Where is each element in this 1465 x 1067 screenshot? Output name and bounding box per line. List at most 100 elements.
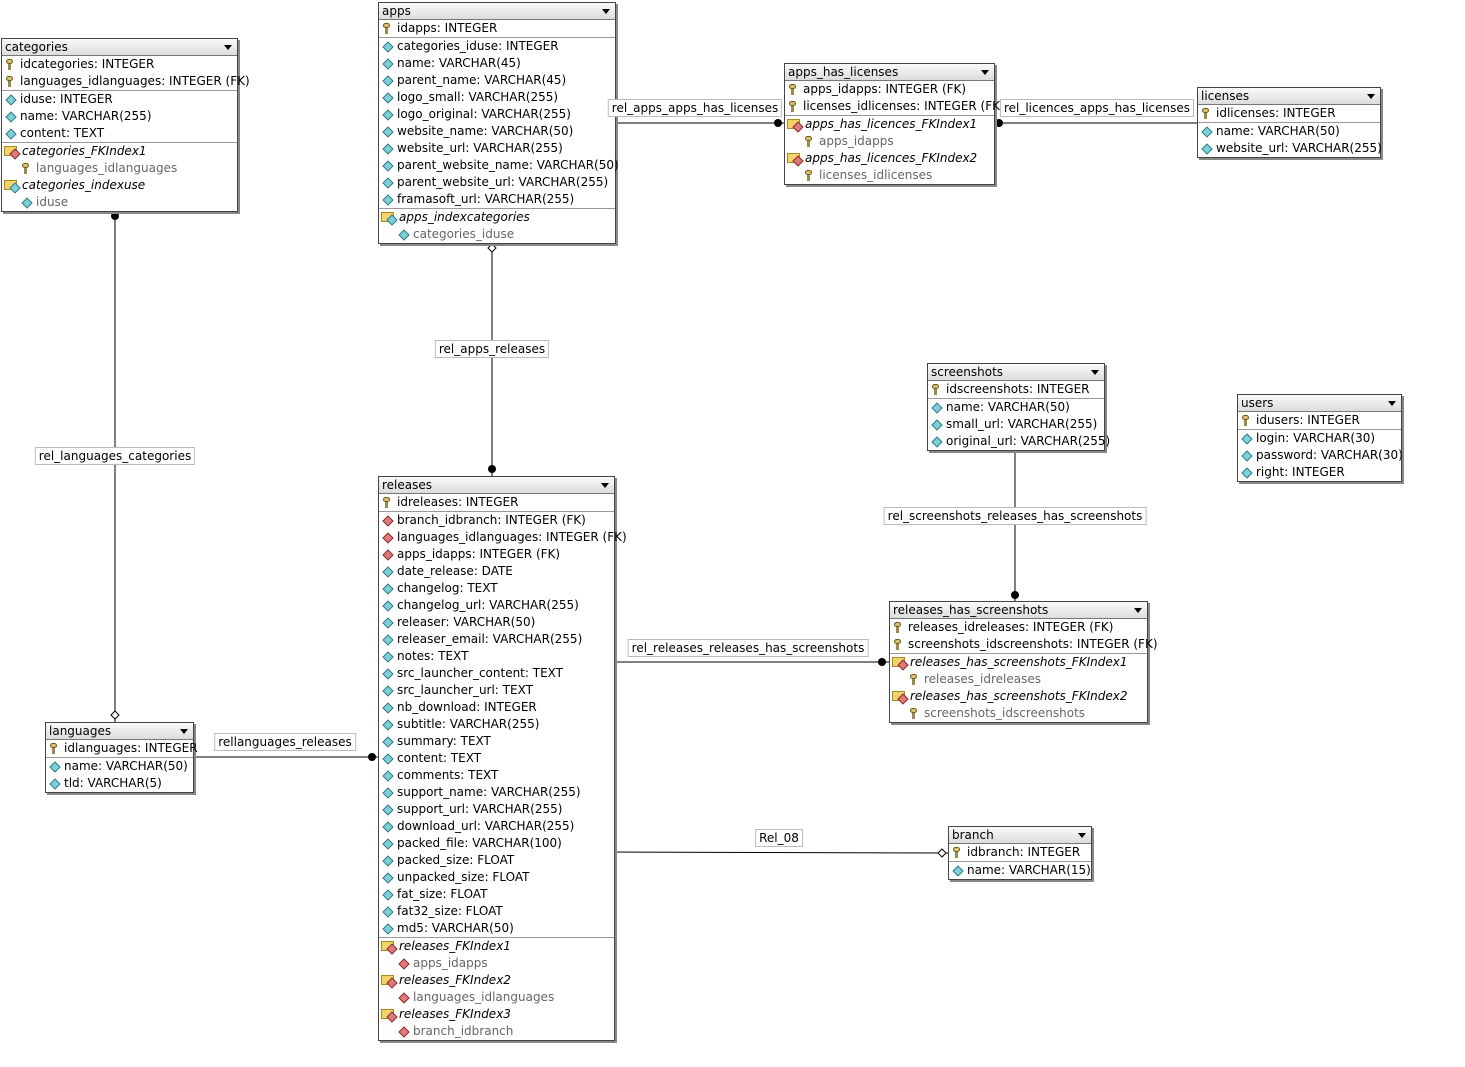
column-row[interactable]: idbranch: INTEGER <box>949 844 1091 861</box>
relation-label[interactable]: rellanguages_releases <box>214 733 356 751</box>
column-row[interactable]: apps_idapps: INTEGER (FK) <box>785 81 994 98</box>
column-row[interactable]: fat_size: FLOAT <box>379 886 614 903</box>
index-row[interactable]: apps_has_licences_FKIndex1 <box>785 116 994 133</box>
column-row[interactable]: languages_idlanguages <box>2 160 237 177</box>
column-row[interactable]: idscreenshots: INTEGER <box>928 381 1104 398</box>
dropdown-arrow-icon[interactable] <box>1388 401 1396 406</box>
index-row[interactable]: releases_FKIndex2 <box>379 972 614 989</box>
column-row[interactable]: categories_iduse: INTEGER <box>379 38 615 55</box>
relation-label[interactable]: rel_apps_apps_has_licenses <box>607 99 783 117</box>
column-row[interactable]: changelog: TEXT <box>379 580 614 597</box>
column-row[interactable]: idcategories: INTEGER <box>2 56 237 73</box>
column-row[interactable]: comments: TEXT <box>379 767 614 784</box>
dropdown-arrow-icon[interactable] <box>601 483 609 488</box>
column-row[interactable]: apps_idapps <box>785 133 994 150</box>
column-row[interactable]: password: VARCHAR(30) <box>1238 447 1403 464</box>
table-header[interactable]: categories <box>2 39 237 56</box>
index-row[interactable]: releases_FKIndex1 <box>379 938 614 955</box>
column-row[interactable]: summary: TEXT <box>379 733 614 750</box>
table-header[interactable]: branch <box>949 827 1091 844</box>
relation-label[interactable]: Rel_08 <box>755 829 803 847</box>
column-row[interactable]: name: VARCHAR(50) <box>1198 123 1380 140</box>
column-row[interactable]: idlicenses: INTEGER <box>1198 105 1380 122</box>
table-header[interactable]: screenshots <box>928 364 1104 381</box>
table-header[interactable]: languages <box>46 723 193 740</box>
relation-label[interactable]: rel_screenshots_releases_has_screenshots <box>883 507 1147 525</box>
index-row[interactable]: apps_indexcategories <box>379 209 615 226</box>
column-row[interactable]: nb_download: INTEGER <box>379 699 614 716</box>
dropdown-arrow-icon[interactable] <box>981 70 989 75</box>
table-header[interactable]: apps <box>379 3 615 20</box>
table-header[interactable]: apps_has_licenses <box>785 64 994 81</box>
column-row[interactable]: releases_idreleases <box>890 671 1147 688</box>
relation-label[interactable]: rel_licences_apps_has_licenses <box>999 99 1195 117</box>
table-apps_has_licenses[interactable]: apps_has_licenses apps_idapps: INTEGER (F… <box>784 63 1005 185</box>
column-row[interactable]: languages_idlanguages: INTEGER (FK) <box>2 73 250 90</box>
table-languages[interactable]: languages idlanguages: INTEGER name: VARCH… <box>45 722 198 793</box>
column-row[interactable]: idapps: INTEGER <box>379 20 615 37</box>
column-row[interactable]: small_url: VARCHAR(255) <box>928 416 1104 433</box>
column-row[interactable]: idlanguages: INTEGER <box>46 740 198 757</box>
dropdown-arrow-icon[interactable] <box>1367 94 1375 99</box>
column-row[interactable]: md5: VARCHAR(50) <box>379 920 614 937</box>
column-row[interactable]: apps_idapps <box>379 955 614 972</box>
column-row[interactable]: src_launcher_content: TEXT <box>379 665 614 682</box>
column-row[interactable]: notes: TEXT <box>379 648 614 665</box>
table-screenshots[interactable]: screenshots idscreenshots: INTEGER name: V… <box>927 363 1110 451</box>
column-row[interactable]: languages_idlanguages <box>379 989 614 1006</box>
column-row[interactable]: packed_file: VARCHAR(100) <box>379 835 614 852</box>
column-row[interactable]: name: VARCHAR(15) <box>949 862 1091 879</box>
index-row[interactable]: categories_FKIndex1 <box>2 143 237 160</box>
table-categories[interactable]: categories idcategories: INTEGER languages… <box>1 38 250 212</box>
column-row[interactable]: releases_idreleases: INTEGER (FK) <box>890 619 1147 636</box>
column-row[interactable]: unpacked_size: FLOAT <box>379 869 614 886</box>
column-row[interactable]: parent_name: VARCHAR(45) <box>379 72 615 89</box>
column-row[interactable]: screenshots_idscreenshots <box>890 705 1147 722</box>
dropdown-arrow-icon[interactable] <box>1078 833 1086 838</box>
table-apps[interactable]: apps idapps: INTEGER categories_iduse: INT… <box>378 2 619 244</box>
column-row[interactable]: logo_small: VARCHAR(255) <box>379 89 615 106</box>
table-branch[interactable]: branch idbranch: INTEGER name: VARCHAR(15) <box>948 826 1092 880</box>
column-row[interactable]: support_url: VARCHAR(255) <box>379 801 614 818</box>
column-row[interactable]: apps_idapps: INTEGER (FK) <box>379 546 614 563</box>
column-row[interactable]: parent_website_url: VARCHAR(255) <box>379 174 615 191</box>
column-row[interactable]: packed_size: FLOAT <box>379 852 614 869</box>
relation-label[interactable]: rel_languages_categories <box>34 447 196 465</box>
column-row[interactable]: src_launcher_url: TEXT <box>379 682 614 699</box>
column-row[interactable]: date_release: DATE <box>379 563 614 580</box>
dropdown-arrow-icon[interactable] <box>180 729 188 734</box>
column-row[interactable]: releaser: VARCHAR(50) <box>379 614 614 631</box>
column-row[interactable]: login: VARCHAR(30) <box>1238 430 1401 447</box>
table-users[interactable]: users idusers: INTEGER login: VARCHAR(30) p… <box>1237 394 1403 482</box>
column-row[interactable]: framasoft_url: VARCHAR(255) <box>379 191 615 208</box>
table-header[interactable]: licenses <box>1198 88 1380 105</box>
index-row[interactable]: releases_FKIndex3 <box>379 1006 614 1023</box>
column-row[interactable]: branch_idbranch: INTEGER (FK) <box>379 512 614 529</box>
column-row[interactable]: categories_iduse <box>379 226 615 243</box>
column-row[interactable]: download_url: VARCHAR(255) <box>379 818 614 835</box>
table-releases[interactable]: releases idreleases: INTEGER branch_idbran… <box>378 476 627 1041</box>
column-row[interactable]: website_url: VARCHAR(255) <box>379 140 615 157</box>
column-row[interactable]: subtitle: VARCHAR(255) <box>379 716 614 733</box>
dropdown-arrow-icon[interactable] <box>602 9 610 14</box>
column-row[interactable]: parent_website_name: VARCHAR(50) <box>379 157 619 174</box>
column-row[interactable]: licenses_idlicenses: INTEGER (FK) <box>785 98 1005 115</box>
table-releases_has_screenshots[interactable]: releases_has_screenshots releases_idrelea… <box>889 601 1158 723</box>
table-header[interactable]: releases_has_screenshots <box>890 602 1147 619</box>
table-header[interactable]: releases <box>379 477 614 494</box>
column-row[interactable]: website_name: VARCHAR(50) <box>379 123 615 140</box>
column-row[interactable]: fat32_size: FLOAT <box>379 903 614 920</box>
dropdown-arrow-icon[interactable] <box>224 45 232 50</box>
column-row[interactable]: licenses_idlicenses <box>785 167 994 184</box>
column-row[interactable]: content: TEXT <box>379 750 614 767</box>
column-row[interactable]: name: VARCHAR(50) <box>928 399 1104 416</box>
table-licenses[interactable]: licenses idlicenses: INTEGER name: VARCHAR… <box>1197 87 1382 158</box>
column-row[interactable]: name: VARCHAR(50) <box>46 758 193 775</box>
column-row[interactable]: iduse: INTEGER <box>2 91 237 108</box>
column-row[interactable]: languages_idlanguages: INTEGER (FK) <box>379 529 627 546</box>
column-row[interactable]: name: VARCHAR(255) <box>2 108 237 125</box>
relation-label[interactable]: rel_apps_releases <box>434 340 550 358</box>
dropdown-arrow-icon[interactable] <box>1134 608 1142 613</box>
column-row[interactable]: iduse <box>2 194 237 211</box>
column-row[interactable]: changelog_url: VARCHAR(255) <box>379 597 614 614</box>
